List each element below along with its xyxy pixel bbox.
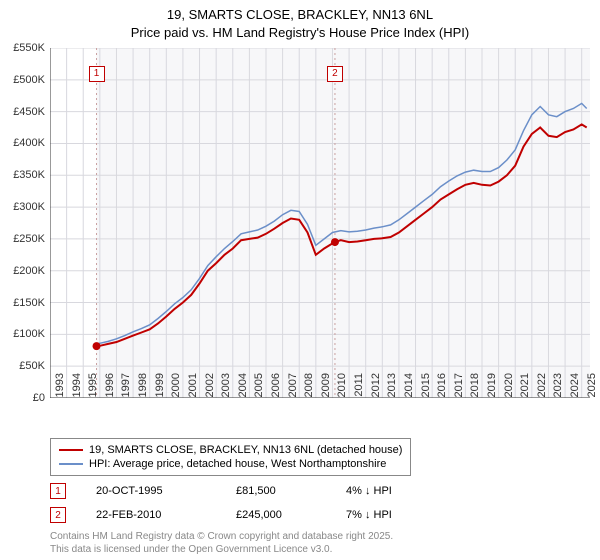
title-line-1: 19, SMARTS CLOSE, BRACKLEY, NN13 6NL bbox=[0, 6, 600, 24]
y-tick-label: £200K bbox=[13, 265, 45, 277]
x-tick-label: 1996 bbox=[104, 373, 116, 403]
x-tick-label: 2002 bbox=[204, 373, 216, 403]
x-tick-label: 1998 bbox=[137, 373, 149, 403]
title-line-2: Price paid vs. HM Land Registry's House … bbox=[0, 24, 600, 42]
legend-box: 19, SMARTS CLOSE, BRACKLEY, NN13 6NL (de… bbox=[50, 438, 411, 476]
x-tick-label: 2006 bbox=[270, 373, 282, 403]
sales-price-1: £81,500 bbox=[236, 485, 316, 497]
y-tick-label: £400K bbox=[13, 137, 45, 149]
y-tick-label: £550K bbox=[13, 42, 45, 54]
x-tick-label: 2013 bbox=[386, 373, 398, 403]
x-tick-label: 1993 bbox=[54, 373, 66, 403]
x-tick-label: 2023 bbox=[552, 373, 564, 403]
x-tick-label: 2021 bbox=[519, 373, 531, 403]
sales-row-2: 2 22-FEB-2010 £245,000 7% ↓ HPI bbox=[50, 506, 436, 524]
sales-price-2: £245,000 bbox=[236, 509, 316, 521]
y-tick-label: £100K bbox=[13, 328, 45, 340]
y-tick-label: £0 bbox=[33, 392, 45, 404]
footer: Contains HM Land Registry data © Crown c… bbox=[50, 530, 393, 556]
x-tick-label: 2000 bbox=[170, 373, 182, 403]
chart-svg bbox=[50, 48, 590, 398]
legend-row-price-paid: 19, SMARTS CLOSE, BRACKLEY, NN13 6NL (de… bbox=[59, 443, 402, 457]
sales-table: 1 20-OCT-1995 £81,500 4% ↓ HPI 2 22-FEB-… bbox=[50, 482, 436, 530]
sales-date-2: 22-FEB-2010 bbox=[96, 509, 206, 521]
y-tick-label: £250K bbox=[13, 233, 45, 245]
x-tick-label: 2009 bbox=[320, 373, 332, 403]
x-tick-label: 2004 bbox=[237, 373, 249, 403]
x-tick-label: 2003 bbox=[220, 373, 232, 403]
title-block: 19, SMARTS CLOSE, BRACKLEY, NN13 6NL Pri… bbox=[0, 0, 600, 42]
chart-marker-2: 2 bbox=[327, 66, 343, 82]
legend-label-hpi: HPI: Average price, detached house, West… bbox=[89, 458, 386, 470]
x-tick-label: 2015 bbox=[420, 373, 432, 403]
x-tick-label: 2005 bbox=[253, 373, 265, 403]
x-tick-label: 2001 bbox=[187, 373, 199, 403]
sales-pct-1: 4% ↓ HPI bbox=[346, 485, 436, 497]
x-tick-label: 1999 bbox=[154, 373, 166, 403]
x-tick-label: 2022 bbox=[536, 373, 548, 403]
x-tick-label: 2008 bbox=[303, 373, 315, 403]
y-tick-label: £300K bbox=[13, 201, 45, 213]
x-tick-label: 2010 bbox=[336, 373, 348, 403]
y-tick-label: £50K bbox=[19, 360, 45, 372]
legend-swatch-price-paid bbox=[59, 449, 83, 451]
y-tick-label: £450K bbox=[13, 106, 45, 118]
legend-label-price-paid: 19, SMARTS CLOSE, BRACKLEY, NN13 6NL (de… bbox=[89, 444, 402, 456]
sales-marker-2: 2 bbox=[50, 507, 66, 523]
x-tick-label: 2025 bbox=[586, 373, 598, 403]
x-tick-label: 2011 bbox=[353, 373, 365, 403]
x-tick-label: 2019 bbox=[486, 373, 498, 403]
y-tick-label: £150K bbox=[13, 297, 45, 309]
x-tick-label: 2014 bbox=[403, 373, 415, 403]
x-tick-label: 2024 bbox=[569, 373, 581, 403]
sales-marker-1: 1 bbox=[50, 483, 66, 499]
legend-row-hpi: HPI: Average price, detached house, West… bbox=[59, 457, 402, 471]
legend-swatch-hpi bbox=[59, 463, 83, 465]
x-tick-label: 1997 bbox=[120, 373, 132, 403]
x-tick-label: 1995 bbox=[87, 373, 99, 403]
y-tick-label: £500K bbox=[13, 74, 45, 86]
x-tick-label: 1994 bbox=[71, 373, 83, 403]
x-tick-label: 2007 bbox=[287, 373, 299, 403]
footer-line-2: This data is licensed under the Open Gov… bbox=[50, 543, 393, 556]
x-tick-label: 2020 bbox=[503, 373, 515, 403]
sales-row-1: 1 20-OCT-1995 £81,500 4% ↓ HPI bbox=[50, 482, 436, 500]
chart-container: 19, SMARTS CLOSE, BRACKLEY, NN13 6NL Pri… bbox=[0, 0, 600, 560]
x-tick-label: 2018 bbox=[469, 373, 481, 403]
y-tick-label: £350K bbox=[13, 169, 45, 181]
x-tick-label: 2017 bbox=[453, 373, 465, 403]
chart-marker-1: 1 bbox=[89, 66, 105, 82]
sales-date-1: 20-OCT-1995 bbox=[96, 485, 206, 497]
x-tick-label: 2016 bbox=[436, 373, 448, 403]
footer-line-1: Contains HM Land Registry data © Crown c… bbox=[50, 530, 393, 543]
chart-area: £0£50K£100K£150K£200K£250K£300K£350K£400… bbox=[50, 48, 590, 398]
x-tick-label: 2012 bbox=[370, 373, 382, 403]
sales-pct-2: 7% ↓ HPI bbox=[346, 509, 436, 521]
